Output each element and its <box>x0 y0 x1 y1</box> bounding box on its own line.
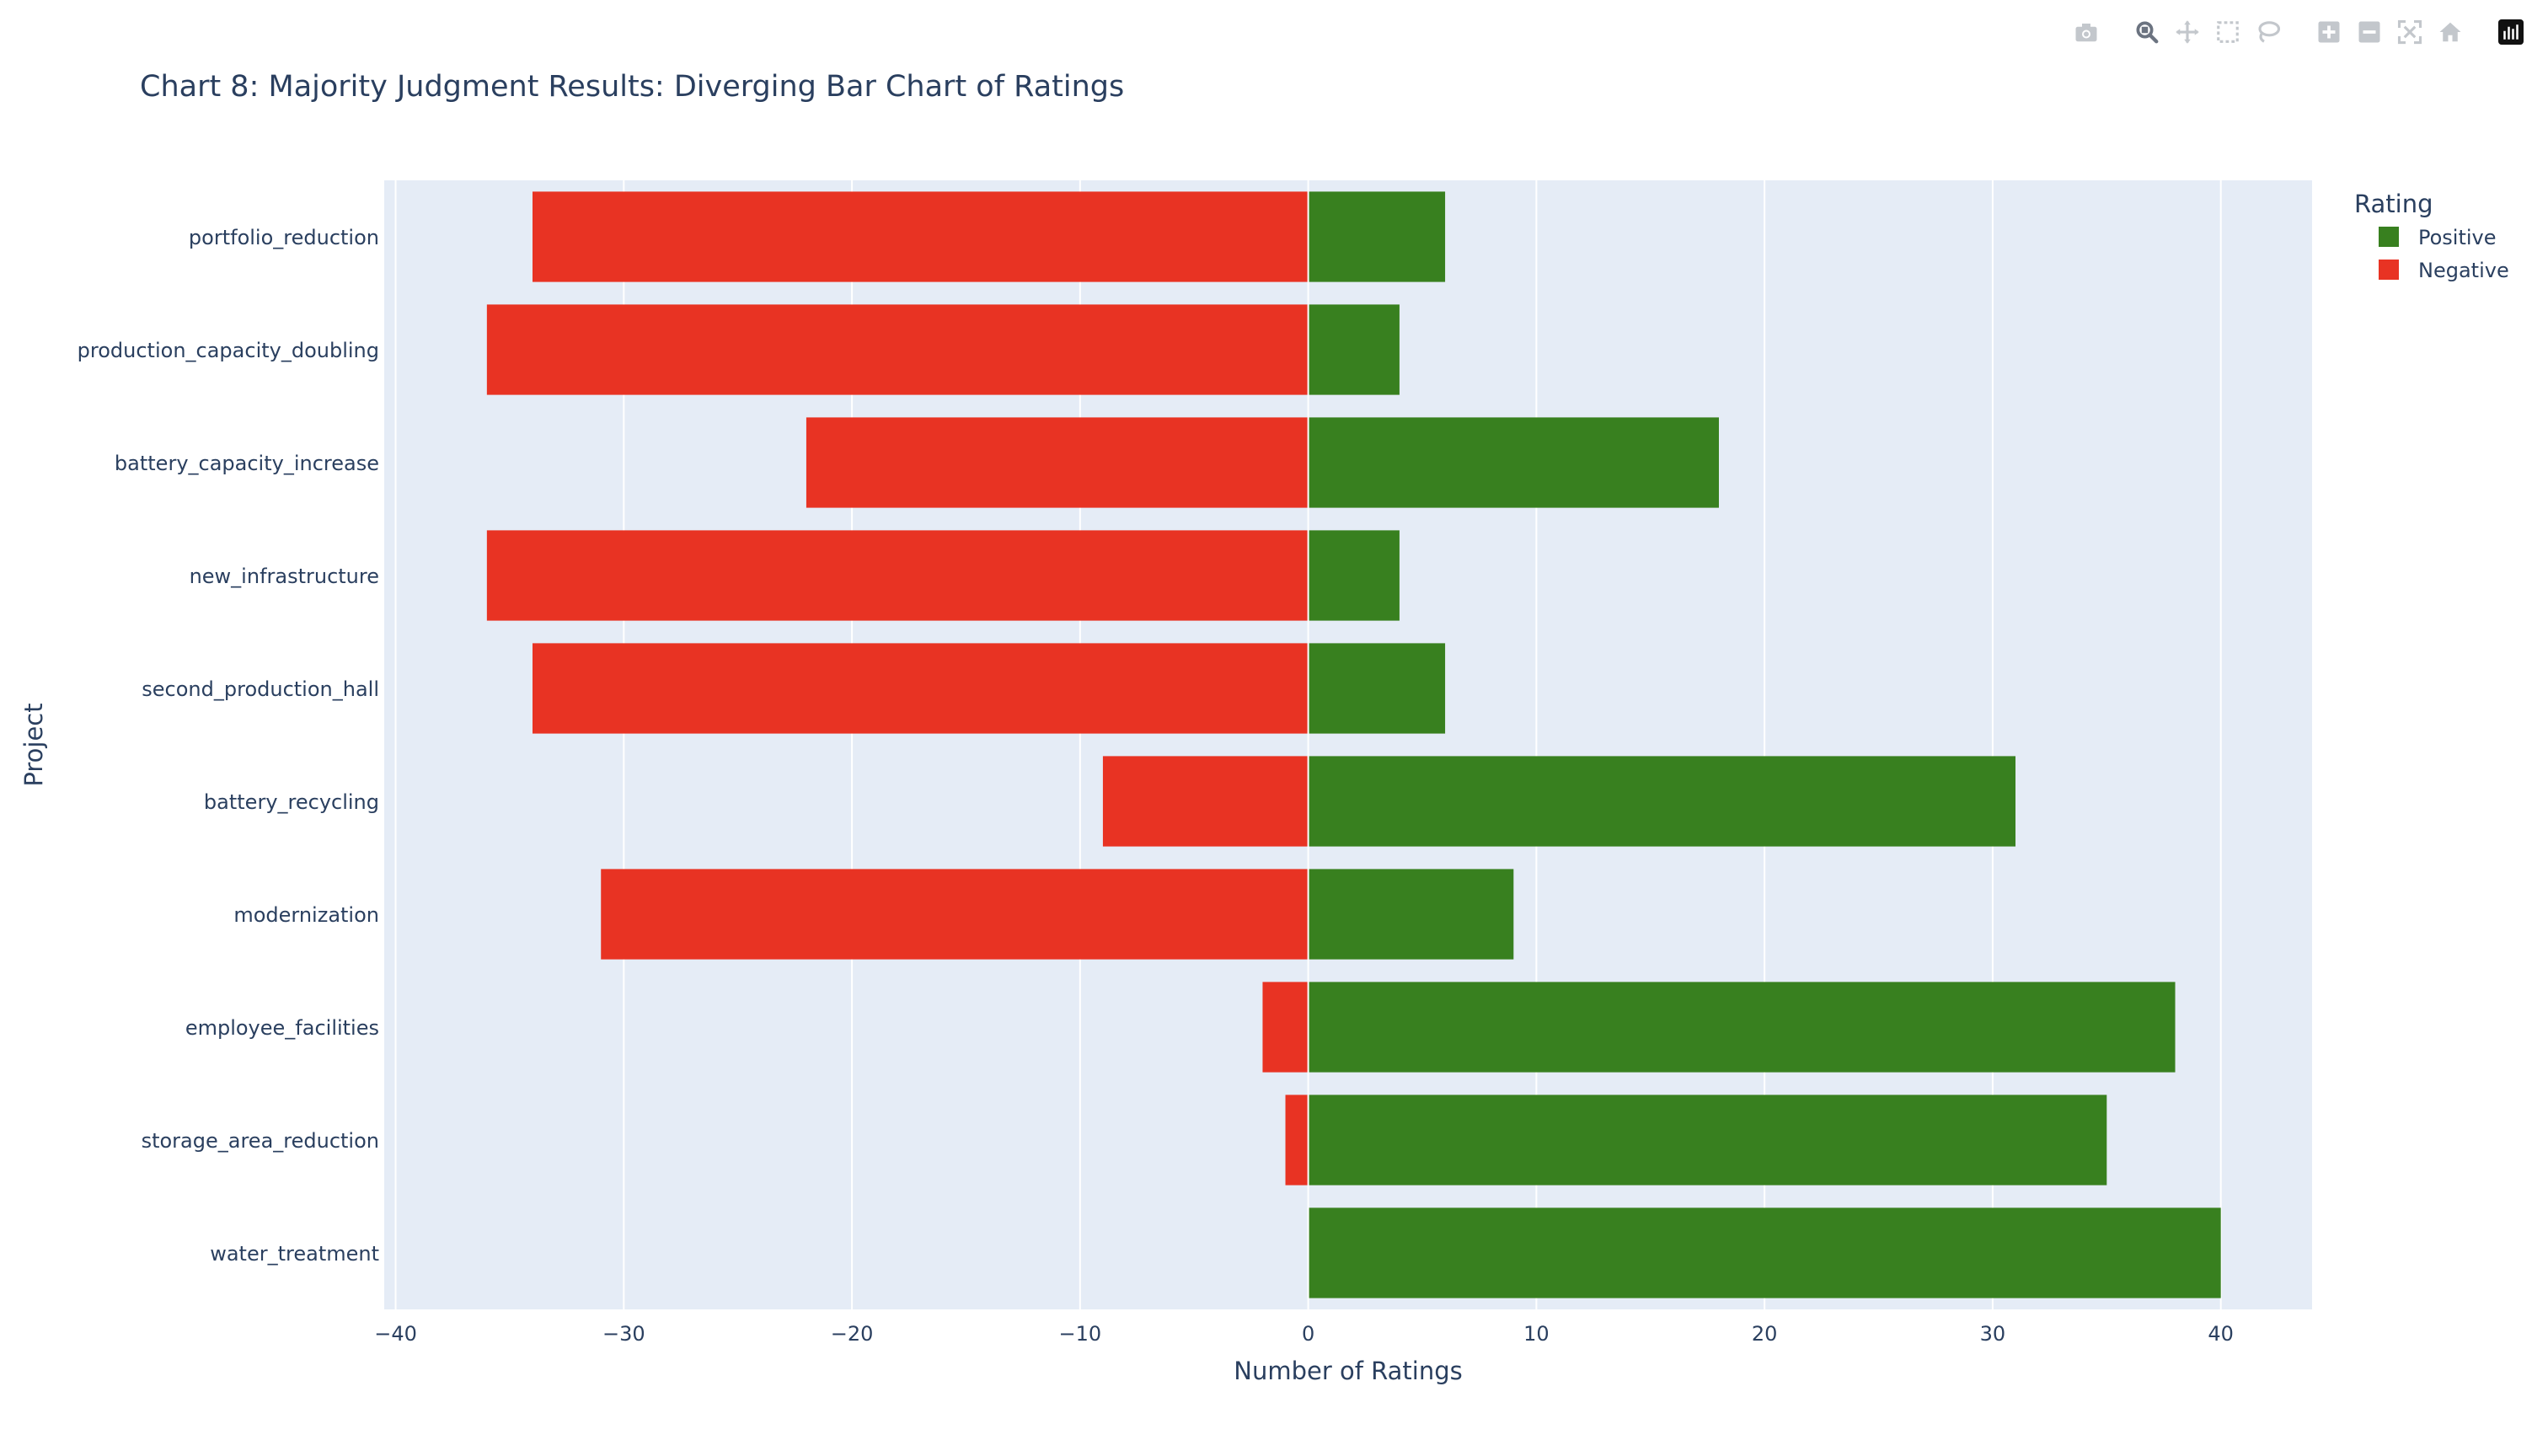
x-tick-label: −20 <box>831 1322 874 1346</box>
bar-positive-second-production-hall[interactable] <box>1308 643 1446 734</box>
bar-positive-battery-recycling[interactable] <box>1308 756 2015 847</box>
x-tick-label: 20 <box>1752 1322 1778 1346</box>
x-axis-title: Number of Ratings <box>1234 1357 1463 1385</box>
bar-negative-new-infrastructure[interactable] <box>486 530 1309 621</box>
bar-negative-second-production-hall[interactable] <box>533 643 1309 734</box>
x-tick-label: −40 <box>374 1322 417 1346</box>
y-axis-title: Project <box>19 703 48 786</box>
x-tick-label: 10 <box>1523 1322 1550 1346</box>
y-tick-label: portfolio_reduction <box>189 226 379 249</box>
bar-negative-portfolio-reduction[interactable] <box>533 191 1309 282</box>
y-tick-label: battery_capacity_increase <box>115 452 379 475</box>
bar-positive-portfolio-reduction[interactable] <box>1308 191 1446 282</box>
autoscale-icon[interactable] <box>2395 17 2425 47</box>
y-tick-label: storage_area_reduction <box>142 1129 379 1153</box>
y-axis-ticks: portfolio_reduction production_capacity_d… <box>78 226 379 1266</box>
x-axis-ticks: −40 −30 −20 −10 0 10 20 30 40 <box>374 1322 2234 1346</box>
modebar <box>2061 17 2526 47</box>
y-tick-label: water_treatment <box>210 1242 379 1266</box>
legend-label-positive[interactable]: Positive <box>2418 226 2497 249</box>
plotly-logo-icon[interactable] <box>2496 17 2526 47</box>
x-tick-label: 40 <box>2208 1322 2234 1346</box>
y-tick-label: employee_facilities <box>185 1016 379 1040</box>
zoom-in-icon[interactable] <box>2314 17 2344 47</box>
bar-positive-modernization[interactable] <box>1308 869 1514 960</box>
bar-negative-battery-recycling[interactable] <box>1102 756 1309 847</box>
y-tick-label: production_capacity_doubling <box>78 339 379 362</box>
bars <box>486 191 2221 1298</box>
zoom-out-icon[interactable] <box>2354 17 2385 47</box>
camera-icon[interactable] <box>2071 17 2101 47</box>
bar-positive-production-capacity-doubling[interactable] <box>1308 304 1400 395</box>
lasso-icon[interactable] <box>2253 17 2283 47</box>
x-tick-label: −10 <box>1059 1322 1102 1346</box>
bar-positive-new-infrastructure[interactable] <box>1308 530 1400 621</box>
bar-positive-storage-area-reduction[interactable] <box>1308 1095 2107 1186</box>
bar-negative-modernization[interactable] <box>601 869 1309 960</box>
bar-positive-employee-facilities[interactable] <box>1308 982 2176 1073</box>
legend: Rating Positive Negative <box>2354 190 2509 282</box>
x-tick-label: 0 <box>1302 1322 1314 1346</box>
legend-label-negative[interactable]: Negative <box>2418 259 2509 282</box>
bar-positive-water-treatment[interactable] <box>1308 1207 2221 1298</box>
y-tick-label: new_infrastructure <box>190 565 379 588</box>
y-tick-label: modernization <box>233 903 379 927</box>
y-tick-label: second_production_hall <box>142 677 379 701</box>
box-select-icon[interactable] <box>2213 17 2243 47</box>
bar-negative-employee-facilities[interactable] <box>1262 982 1309 1073</box>
legend-swatch-positive[interactable] <box>2379 227 2399 247</box>
y-tick-label: battery_recycling <box>204 790 379 814</box>
zoom-icon[interactable] <box>2132 17 2162 47</box>
bar-negative-storage-area-reduction[interactable] <box>1285 1095 1309 1186</box>
legend-title: Rating <box>2354 190 2433 218</box>
bar-negative-battery-capacity-increase[interactable] <box>806 417 1309 508</box>
chart-title: Chart 8: Majority Judgment Results: Dive… <box>140 70 1124 104</box>
legend-swatch-negative[interactable] <box>2379 260 2399 280</box>
bar-positive-battery-capacity-increase[interactable] <box>1308 417 1719 508</box>
x-tick-label: −30 <box>602 1322 645 1346</box>
bar-negative-production-capacity-doubling[interactable] <box>486 304 1309 395</box>
x-tick-label: 30 <box>1980 1322 2006 1346</box>
home-icon[interactable] <box>2435 17 2465 47</box>
pan-icon[interactable] <box>2172 17 2203 47</box>
